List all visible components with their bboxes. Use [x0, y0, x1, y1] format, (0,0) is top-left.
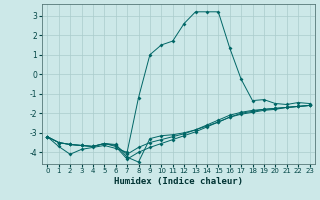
- X-axis label: Humidex (Indice chaleur): Humidex (Indice chaleur): [114, 177, 243, 186]
